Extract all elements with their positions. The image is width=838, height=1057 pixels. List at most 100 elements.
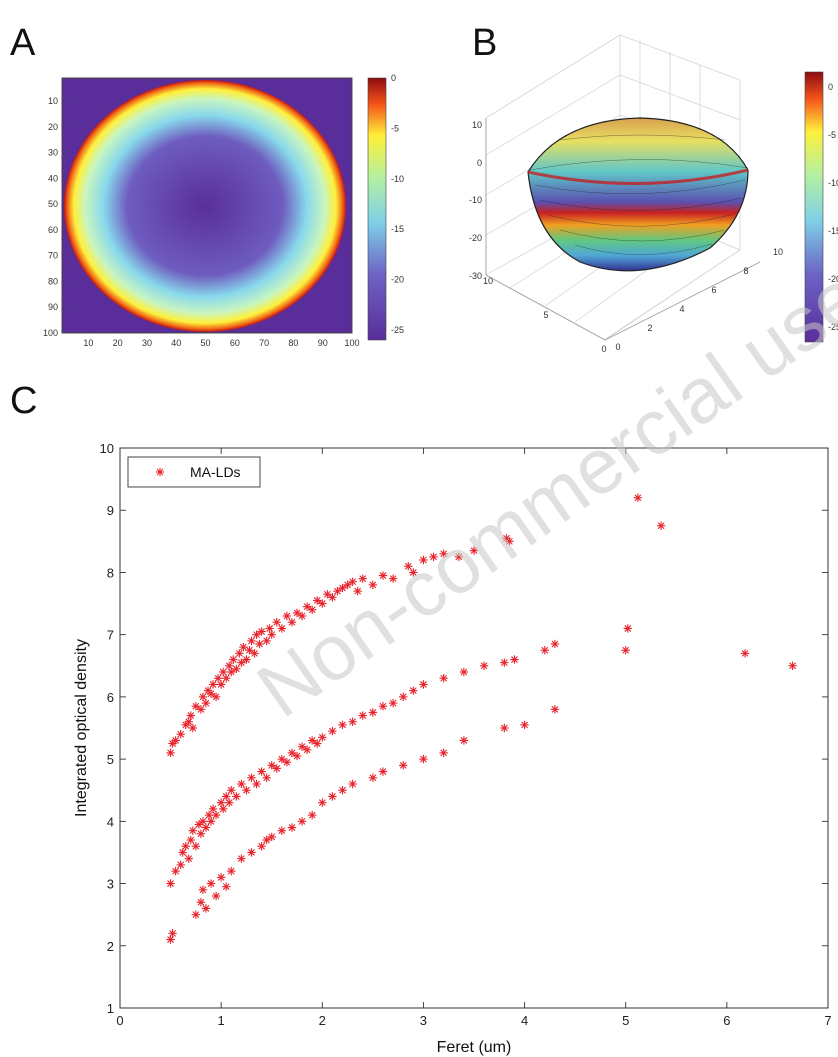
data-point (229, 655, 238, 664)
data-point (262, 835, 271, 845)
data-point (247, 848, 256, 857)
data-point (242, 786, 251, 795)
data-point (277, 826, 287, 835)
scatter-y-ticks: 1 2 3 4 5 6 7 8 9 10 (100, 441, 828, 1016)
data-point (318, 798, 327, 807)
data-point (255, 639, 264, 649)
surface-x-tick-label: 6 (711, 285, 716, 295)
y-tick-label: 5 (107, 752, 114, 767)
data-point (621, 646, 630, 655)
data-point (204, 810, 214, 820)
surface-z-tick-label: -10 (469, 195, 482, 205)
data-point (237, 779, 246, 789)
data-point (198, 692, 208, 702)
data-point (186, 835, 195, 845)
data-point (247, 773, 256, 782)
heatmap-colorbar (367, 77, 387, 341)
data-point (338, 583, 347, 593)
data-point (265, 624, 274, 633)
heatmap-x-ticks: 10 20 30 40 50 60 70 80 90 100 (83, 330, 360, 348)
heatmap-x-tick-label: 90 (318, 338, 328, 348)
y-tick-label: 6 (107, 690, 114, 705)
data-point (307, 810, 317, 820)
surface-z-tick-label: 0 (477, 158, 482, 168)
data-point (201, 904, 211, 913)
data-point (302, 745, 312, 754)
scatter-plot-area (119, 447, 829, 1009)
data-point (247, 636, 256, 646)
data-point (656, 521, 666, 530)
data-point (218, 667, 228, 677)
data-point (237, 854, 246, 863)
data-point (510, 655, 519, 664)
data-point (184, 717, 193, 726)
data-point (166, 748, 175, 758)
data-point (500, 658, 509, 667)
data-point (196, 898, 206, 907)
data-point (176, 730, 185, 739)
data-point (500, 723, 509, 733)
data-point (282, 758, 292, 767)
data-point (348, 577, 357, 586)
data-point (328, 726, 337, 736)
data-point (225, 798, 234, 807)
data-point (198, 817, 208, 826)
data-point (459, 667, 469, 677)
data-point (313, 596, 322, 605)
data-point (409, 686, 418, 695)
panel-b-surface: 10 0 -10 -20 -30 0 2 4 6 8 10 0 5 10 0 -5 -10 -15 -20 -2… (469, 34, 838, 354)
data-point (378, 767, 388, 776)
data-point (201, 823, 211, 832)
surface-colorbar (804, 71, 824, 343)
surface-y-tick-label: 5 (543, 310, 548, 320)
data-point (378, 571, 388, 580)
legend[interactable]: MA-LDs (127, 456, 261, 488)
data-point (171, 736, 180, 745)
colorbar-tick-label: -10 (391, 174, 404, 184)
data-point (166, 879, 175, 888)
data-point (479, 661, 489, 670)
data-point (429, 552, 438, 562)
data-point (206, 817, 216, 826)
y-tick-label: 2 (107, 939, 114, 954)
surface-x-tick-label: 4 (679, 304, 684, 314)
panel-label-b: B (472, 22, 498, 64)
data-point (328, 792, 337, 801)
data-point (191, 842, 201, 851)
data-point (297, 611, 307, 621)
data-point (292, 608, 302, 618)
legend-label-ma-lds: MA-LDs (190, 464, 241, 480)
heatmap-x-tick-label: 70 (259, 338, 269, 348)
surface-y-tick-label: 10 (483, 276, 493, 286)
x-tick-label: 0 (116, 1013, 123, 1028)
data-point (378, 702, 388, 711)
data-point (540, 646, 549, 655)
data-point (222, 674, 231, 683)
data-point (419, 754, 428, 764)
data-point (232, 664, 241, 674)
data-point (388, 698, 398, 708)
data-point (211, 692, 221, 702)
heatmap-y-tick-label: 50 (48, 199, 58, 209)
heatmap-y-tick-label: 80 (48, 276, 58, 286)
colorbar-tick-label: -20 (828, 274, 838, 284)
heatmap-y-tick-label: 30 (48, 148, 58, 158)
data-point (302, 602, 312, 611)
data-point (257, 842, 266, 851)
data-point (257, 767, 266, 776)
data-point (267, 630, 276, 639)
data-point (459, 736, 469, 745)
data-point (348, 717, 357, 726)
colorbar-tick-label: -5 (391, 123, 399, 133)
heatmap-y-tick-label: 20 (48, 122, 58, 132)
data-point (307, 605, 317, 614)
scatter-points (166, 493, 797, 944)
data-point (216, 873, 226, 882)
data-point (399, 692, 408, 702)
data-point (318, 733, 327, 742)
data-point (196, 705, 206, 714)
data-point (419, 680, 428, 689)
heatmap-x-tick-label: 40 (171, 338, 181, 348)
colorbar-tick-label: -15 (828, 226, 838, 236)
colorbar-tick-label: -5 (828, 130, 836, 140)
